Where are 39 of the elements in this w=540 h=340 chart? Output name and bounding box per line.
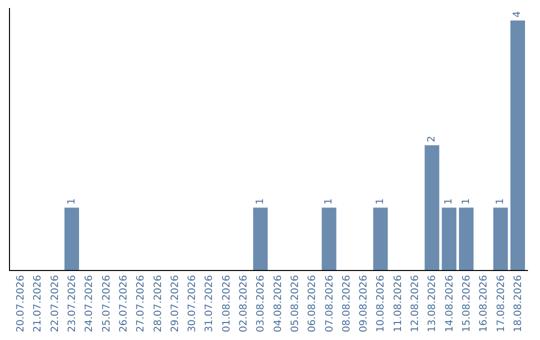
x-tick-label: 01.08.2026 [221, 275, 232, 332]
x-tick-label: 20.07.2026 [16, 275, 27, 332]
data-label: 1 [495, 198, 506, 205]
x-tick-label: 28.07.2026 [152, 275, 164, 332]
x-tick-label: 26.07.2026 [118, 275, 130, 332]
x-tick-label: 25.07.2026 [101, 275, 112, 332]
x-tick-label: 17.08.2026 [496, 275, 507, 332]
data-label: 1 [374, 198, 386, 205]
data-label: 1 [460, 198, 472, 205]
x-tick-label: 13.08.2026 [427, 275, 438, 332]
x-tick-label: 16.08.2026 [478, 275, 490, 332]
x-tick-label: 15.08.2026 [462, 275, 472, 332]
x-tick-label: 08.08.2026 [341, 275, 352, 332]
x-tick-label: 14.08.2026 [444, 275, 456, 332]
x-tick-label: 03.08.2026 [256, 275, 267, 332]
data-label: 4 [512, 11, 524, 18]
x-tick-label: 09.08.2026 [358, 275, 370, 332]
x-tick-label: 29.07.2026 [170, 275, 181, 332]
x-tick-label: 31.07.2026 [204, 275, 216, 332]
x-tick-label: 23.07.2026 [67, 275, 78, 332]
data-label: 2 [426, 136, 438, 142]
x-tick-label: 27.07.2026 [136, 275, 147, 332]
x-tick-label: 05.08.2026 [290, 275, 301, 332]
x-tick-label: 04.08.2026 [272, 275, 284, 332]
x-tick-label: 18.08.2026 [512, 275, 524, 332]
x-tick-label: 21.07.2026 [32, 275, 44, 332]
x-tick-label: 30.07.2026 [187, 275, 198, 332]
data-label: 1 [444, 198, 455, 205]
x-tick-label: 12.08.2026 [410, 275, 422, 332]
data-label: 1 [324, 198, 335, 205]
x-tick-label: 10.08.2026 [376, 275, 387, 332]
data-label: 1 [66, 198, 78, 205]
x-tick-label: 11.08.2026 [392, 275, 404, 332]
x-tick-label: 22.07.2026 [50, 275, 61, 332]
x-tick-label: 24.07.2026 [84, 275, 96, 332]
data-label: 1 [254, 198, 266, 205]
x-tick-label: 06.08.2026 [307, 275, 318, 332]
x-tick-label: 07.08.2026 [324, 275, 336, 332]
x-tick-label: 02.08.2026 [238, 275, 250, 332]
